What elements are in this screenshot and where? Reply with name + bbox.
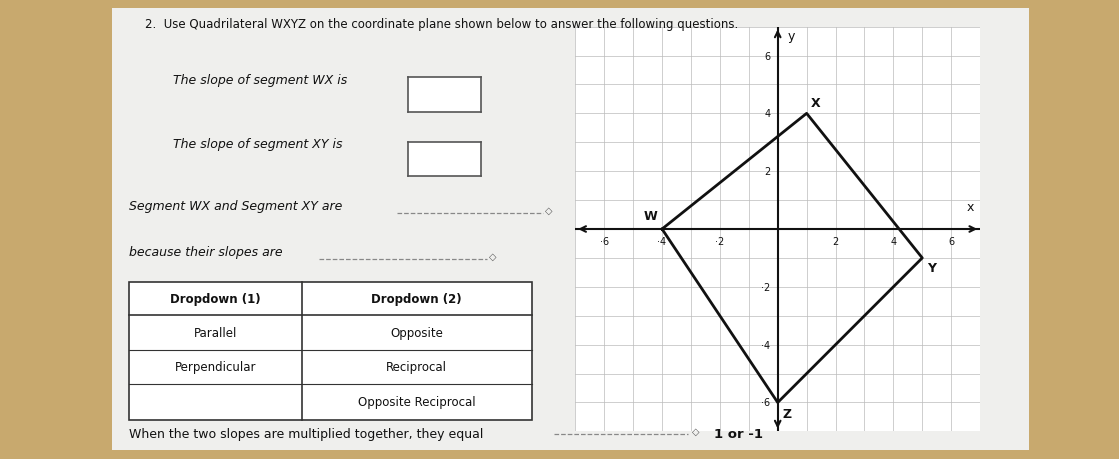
Text: ·2: ·2: [715, 237, 724, 246]
Text: Perpendicular: Perpendicular: [175, 360, 256, 374]
Text: 6: 6: [764, 51, 771, 62]
Text: Segment WX and Segment XY are: Segment WX and Segment XY are: [129, 200, 342, 213]
Text: ◇: ◇: [489, 251, 497, 261]
Text: The slope of segment WX is: The slope of segment WX is: [173, 73, 348, 86]
Text: Parallel: Parallel: [194, 326, 237, 339]
Text: ·4: ·4: [761, 340, 771, 350]
Text: W: W: [643, 209, 658, 222]
Text: The slope of segment XY is: The slope of segment XY is: [173, 138, 342, 151]
Text: ◇: ◇: [545, 205, 553, 215]
Text: ◇: ◇: [692, 425, 699, 436]
Text: 2: 2: [764, 167, 771, 177]
Text: Opposite Reciprocal: Opposite Reciprocal: [358, 396, 476, 409]
Text: 1 or -1: 1 or -1: [714, 427, 763, 440]
Text: Z: Z: [782, 407, 791, 420]
Text: Reciprocal: Reciprocal: [386, 360, 448, 374]
Text: Dropdown (1): Dropdown (1): [170, 292, 261, 305]
Text: ·6: ·6: [600, 237, 609, 246]
Text: 4: 4: [891, 237, 896, 246]
Text: 2: 2: [833, 237, 838, 246]
Text: because their slopes are: because their slopes are: [129, 246, 282, 258]
Text: 2.  Use Quadrilateral WXYZ on the coordinate plane shown below to answer the fol: 2. Use Quadrilateral WXYZ on the coordin…: [145, 18, 739, 31]
Text: ·4: ·4: [658, 237, 667, 246]
Text: Y: Y: [927, 261, 935, 274]
Text: x: x: [967, 201, 975, 213]
Text: When the two slopes are multiplied together, they equal: When the two slopes are multiplied toget…: [129, 427, 483, 440]
Text: X: X: [811, 97, 820, 110]
Text: ·2: ·2: [761, 282, 771, 292]
Text: Dropdown (2): Dropdown (2): [372, 292, 462, 305]
Text: 4: 4: [764, 109, 771, 119]
Text: y: y: [788, 30, 796, 44]
Text: Opposite: Opposite: [391, 326, 443, 339]
Text: 6: 6: [948, 237, 955, 246]
Text: ·6: ·6: [761, 397, 771, 408]
